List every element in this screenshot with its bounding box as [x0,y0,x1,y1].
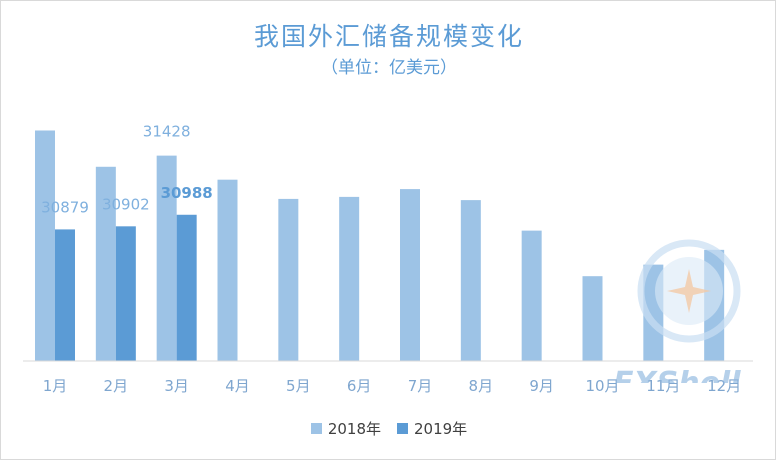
chart-title: 我国外汇储备规模变化 [253,22,524,51]
bar-2018-7 [400,189,420,361]
bar-2019-1 [55,229,75,361]
data-label-1: 31428 [143,123,191,141]
x-tick-label: 6月 [347,377,372,395]
x-tick-label: 10月 [585,377,619,395]
chart-legend: 2018年 2019年 [1,418,776,439]
legend-item-2019[interactable]: 2019年 [397,418,467,439]
bar-2019-3 [176,214,197,361]
x-tick-label: 9月 [529,377,554,395]
bar-2018-5 [278,198,299,361]
x-tick-label: 8月 [469,377,494,395]
legend-label-2018: 2018年 [327,420,381,438]
bar-2018-10 [582,276,603,361]
x-tick-label: 7月 [408,377,433,395]
x-tick-labels: 1月 2月 3月 4月 5月 6月 7月 8月 9月 10月 11月 12月 [43,377,741,395]
legend-label-2019: 2019年 [414,420,468,438]
data-label-3: 30902 [102,195,150,213]
x-tick-label: 1月 [43,377,68,395]
data-label-2: 30879 [41,198,89,216]
data-label-4: 30988 [161,184,213,202]
bar-2018-8 [460,200,481,361]
x-tick-label: 12月 [707,377,741,395]
x-tick-label: 11月 [646,377,680,395]
bar-2018-9 [521,230,542,361]
x-tick-label: 3月 [164,377,189,395]
watermark-text: FXShell [613,366,741,383]
bar-2018-2 [95,166,116,361]
legend-item-2018[interactable]: 2018年 [310,418,381,439]
bar-2018-4 [217,179,238,361]
bar-2018-3 [156,155,177,361]
fxshell-watermark-logo: FXShell [613,239,741,383]
x-tick-label: 2月 [104,377,129,395]
data-labels-group: 31428 30879 30902 30988 [41,123,213,217]
bars-group [35,130,725,361]
x-tick-label: 5月 [286,377,311,395]
bar-2018-6 [339,196,360,361]
bar-2018-1 [35,130,55,361]
legend-swatch-2019 [397,423,408,434]
chart-subtitle: （单位：亿美元） [321,58,457,78]
x-tick-label: 4月 [225,377,250,395]
legend-swatch-2018 [310,423,322,434]
bar-2019-2 [115,226,136,361]
